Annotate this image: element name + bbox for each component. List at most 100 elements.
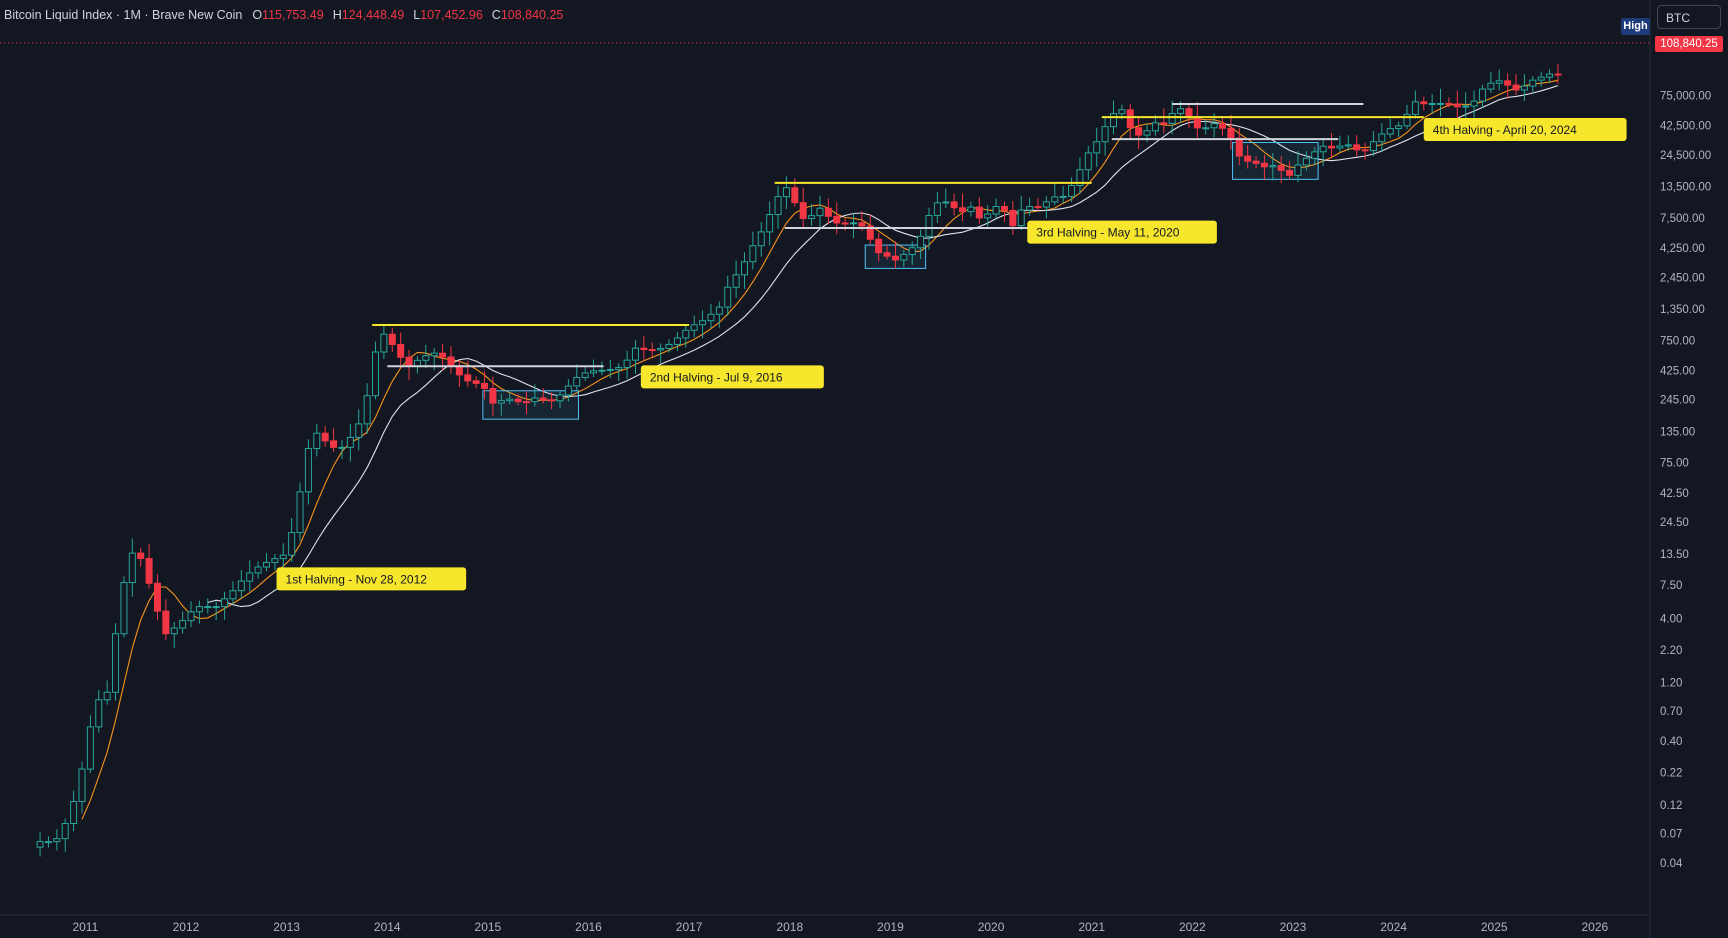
x-tick-label: 2025: [1481, 920, 1508, 934]
y-tick-label: 13,500.00: [1660, 182, 1711, 194]
candle-body: [1277, 165, 1285, 171]
candle-body: [1227, 127, 1235, 139]
high-value: 124,448.49: [341, 8, 405, 22]
candle-body: [1260, 162, 1268, 168]
candle-body: [883, 252, 891, 257]
candle-body: [749, 245, 757, 263]
candle-body: [1361, 149, 1369, 152]
x-tick-label: 2015: [475, 920, 502, 934]
candle-body: [1311, 151, 1319, 159]
last-price-tag: 108,840.25: [1655, 36, 1723, 52]
candle-body: [1109, 113, 1117, 128]
halving-callout-box: [1423, 117, 1627, 141]
y-tick-label: 425.00: [1660, 365, 1695, 377]
x-tick-label: 2019: [877, 920, 904, 934]
x-tick-label: 2022: [1179, 920, 1206, 934]
candle-body: [1093, 141, 1101, 154]
candle-body: [53, 838, 61, 843]
candle-body: [1554, 73, 1562, 76]
y-tick-label: 245.00: [1660, 395, 1695, 407]
candle-body: [1118, 109, 1126, 115]
low-label: L: [413, 8, 421, 22]
candles: [36, 64, 1562, 857]
x-tick-label: 2024: [1380, 920, 1407, 934]
candle-body: [866, 225, 874, 240]
candle-body: [506, 398, 514, 402]
candle-body: [1076, 169, 1084, 187]
candle-body: [682, 329, 690, 339]
candle-body: [355, 423, 363, 438]
x-tick-label: 2021: [1078, 920, 1105, 934]
candle-body: [1026, 206, 1034, 211]
candle-body: [615, 366, 623, 370]
candle-body: [623, 359, 631, 368]
candle-body: [187, 611, 195, 622]
candle-body: [657, 347, 665, 351]
candle-body: [1336, 145, 1344, 149]
candle-body: [522, 401, 530, 404]
moving-average-fast: [81, 79, 1559, 820]
candle-body: [1034, 206, 1042, 209]
candle-body: [1101, 126, 1109, 143]
candle-body: [464, 374, 472, 382]
y-tick-label: 1.20: [1660, 677, 1682, 689]
candle-body: [145, 557, 153, 584]
candle-body: [967, 206, 975, 213]
candle-body: [1193, 116, 1201, 129]
candle-body: [304, 447, 312, 493]
candle-body: [908, 247, 916, 255]
candle-body: [430, 352, 438, 357]
candle-body: [984, 213, 992, 219]
candle-body: [330, 440, 338, 448]
candle-body: [766, 213, 774, 233]
candle-body: [1462, 105, 1470, 108]
candle-body: [153, 582, 161, 612]
candle-body: [564, 385, 572, 396]
candle-body: [78, 768, 86, 802]
candle-body: [640, 347, 648, 351]
candle-body: [1546, 73, 1554, 78]
halving-callout-box: [1027, 220, 1217, 244]
candle-body: [422, 355, 430, 361]
candle-body: [791, 187, 799, 204]
y-tick-label: 0.22: [1660, 768, 1682, 780]
y-tick-label: 0.40: [1660, 736, 1682, 748]
x-tick-label: 2012: [173, 920, 200, 934]
candle-body: [1185, 108, 1193, 118]
candle-body: [1126, 109, 1134, 129]
high-tag: High: [1621, 18, 1650, 35]
candle-body: [581, 372, 589, 378]
candle-body: [891, 255, 899, 261]
high-label: H: [332, 8, 342, 22]
candle-body: [1520, 85, 1528, 91]
y-tick-label: 4,250.00: [1660, 243, 1705, 255]
x-tick-label: 2020: [978, 920, 1005, 934]
candle-body: [204, 606, 212, 609]
candle-body: [170, 627, 178, 635]
candle-body: [1135, 127, 1143, 136]
candle-body: [1328, 145, 1336, 149]
candle-body: [514, 398, 522, 403]
candle-body: [1487, 82, 1495, 90]
y-tick-label: 7,500.00: [1660, 213, 1705, 225]
candle-body: [833, 215, 841, 224]
candle-body: [1244, 155, 1252, 162]
candle-body: [363, 395, 371, 425]
candle-body: [1537, 76, 1545, 81]
candle-body: [1411, 101, 1419, 115]
candle-body: [1504, 80, 1512, 86]
candle-body: [1252, 160, 1260, 164]
candle-body: [590, 370, 598, 374]
candle-body: [782, 187, 790, 198]
candle-body: [1286, 169, 1294, 176]
candle-body: [573, 376, 581, 387]
candle-body: [221, 598, 229, 608]
candle-body: [950, 201, 958, 209]
candle-body: [757, 231, 765, 247]
y-tick-label: 24,500.00: [1660, 150, 1711, 162]
candle-body: [774, 196, 782, 215]
open-value: 115,753.49: [262, 8, 324, 22]
symbol-search-box[interactable]: BTC: [1657, 5, 1721, 29]
y-tick-label: 42,500.00: [1660, 121, 1711, 133]
